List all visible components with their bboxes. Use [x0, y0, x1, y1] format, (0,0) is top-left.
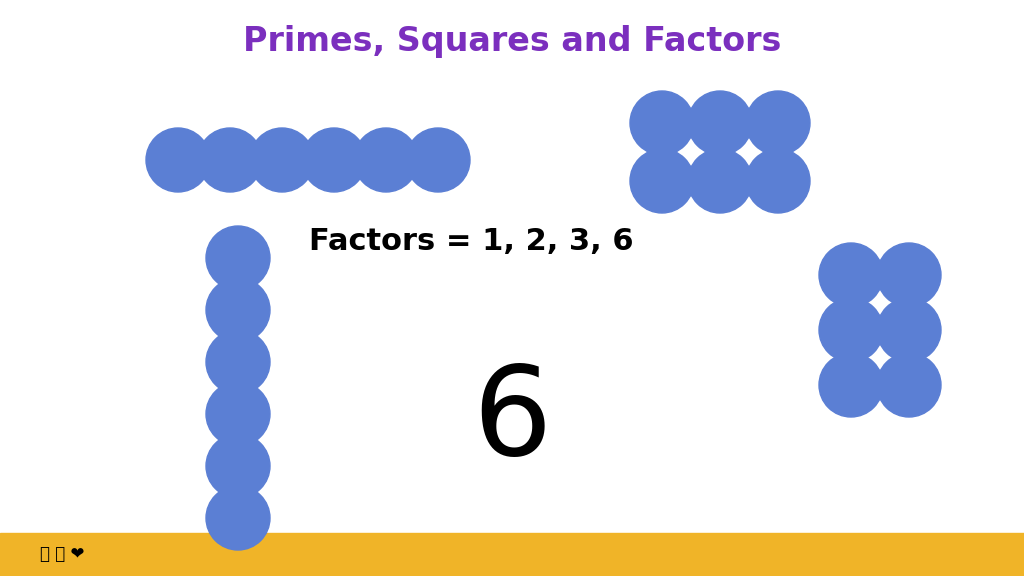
Circle shape	[206, 330, 270, 394]
Circle shape	[206, 226, 270, 290]
Text: Primes, Squares and Factors: Primes, Squares and Factors	[243, 25, 781, 58]
Circle shape	[146, 128, 210, 192]
Circle shape	[302, 128, 366, 192]
Circle shape	[206, 486, 270, 550]
Circle shape	[688, 91, 752, 155]
Circle shape	[877, 298, 941, 362]
Circle shape	[746, 149, 810, 213]
Circle shape	[630, 149, 694, 213]
Circle shape	[198, 128, 262, 192]
Circle shape	[746, 91, 810, 155]
Circle shape	[877, 243, 941, 307]
Circle shape	[819, 353, 883, 417]
Circle shape	[819, 298, 883, 362]
Circle shape	[630, 91, 694, 155]
Circle shape	[206, 278, 270, 342]
Circle shape	[250, 128, 314, 192]
Circle shape	[877, 353, 941, 417]
Text: Factors = 1, 2, 3, 6: Factors = 1, 2, 3, 6	[308, 228, 634, 256]
Circle shape	[819, 243, 883, 307]
Bar	[0, 533, 1024, 576]
Text: 🚌 👤 ❤️: 🚌 👤 ❤️	[40, 545, 84, 563]
Circle shape	[206, 434, 270, 498]
Text: 6: 6	[472, 360, 552, 481]
Circle shape	[354, 128, 418, 192]
Circle shape	[688, 149, 752, 213]
Circle shape	[206, 382, 270, 446]
Circle shape	[406, 128, 470, 192]
